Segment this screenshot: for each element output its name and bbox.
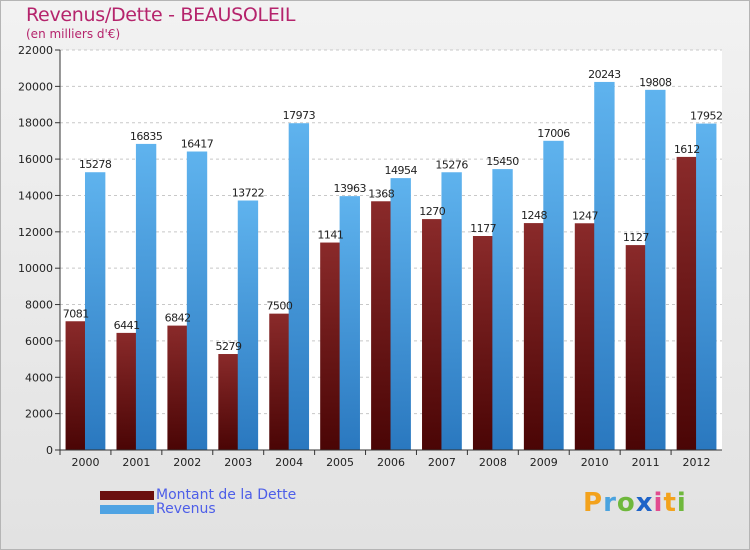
bar-revenus	[390, 178, 411, 451]
data-label-revenus: 13963	[334, 182, 367, 195]
data-label-dette: 1141	[317, 229, 343, 242]
logo-letter: i	[653, 488, 664, 518]
chart-subtitle: (en milliers d'€)	[26, 27, 121, 41]
x-tick-label: 2011	[632, 456, 660, 469]
y-tick-label: 14000	[18, 189, 53, 202]
x-tick-label: 2001	[122, 456, 150, 469]
y-tick-label: 10000	[18, 262, 53, 275]
y-tick-label: 20000	[18, 80, 53, 93]
bar-revenus	[237, 200, 259, 450]
x-tick-label: 2012	[683, 456, 711, 469]
bar-dette	[472, 236, 494, 450]
x-tick-label: 2006	[377, 456, 405, 469]
data-label-dette: 7500	[266, 300, 292, 313]
bar-dette	[422, 219, 443, 450]
bar-revenus	[135, 143, 157, 450]
y-tick-label: 22000	[18, 44, 53, 57]
data-label-dette: 1612	[674, 143, 700, 156]
y-tick-label: 2000	[25, 408, 53, 421]
bar-revenus	[288, 123, 310, 450]
legend-label-revenus: Revenus	[156, 501, 216, 517]
bar-dette	[167, 325, 188, 450]
data-label-dette: 1127	[623, 231, 649, 244]
bar-revenus	[696, 123, 717, 450]
data-label-dette: 1270	[419, 205, 445, 218]
legend-label-debt: Montant de la Dette	[156, 487, 297, 503]
x-tick-label: 2008	[479, 456, 507, 469]
chart-title: Revenus/Dette - BEAUSOLEIL	[26, 4, 296, 26]
data-label-revenus: 16835	[130, 130, 163, 143]
proxiti-logo: Proxiti	[583, 488, 687, 518]
bar-revenus	[492, 169, 513, 450]
y-tick-label: 0	[46, 444, 53, 457]
data-label-dette: 6441	[114, 319, 140, 332]
x-tick-label: 2010	[581, 456, 609, 469]
legend-swatch-revenus	[100, 505, 154, 514]
data-label-dette: 1247	[572, 209, 598, 222]
data-label-revenus: 15276	[435, 158, 468, 171]
data-label-dette: 1368	[368, 187, 394, 200]
bar-dette	[523, 223, 545, 450]
y-tick-label: 8000	[25, 299, 53, 312]
x-tick-label: 2007	[428, 456, 456, 469]
bar-dette	[269, 313, 290, 450]
x-tick-label: 2009	[530, 456, 558, 469]
y-tick-label: 12000	[18, 226, 53, 239]
data-label-dette: 7081	[63, 307, 89, 320]
data-label-dette: 1248	[521, 209, 547, 222]
logo-letter: x	[635, 488, 654, 518]
bar-dette	[574, 223, 596, 450]
data-label-revenus: 17973	[283, 109, 316, 122]
y-tick-label: 16000	[18, 153, 53, 166]
bar-revenus	[84, 172, 106, 450]
bar-revenus	[186, 151, 208, 450]
bar-dette	[116, 332, 137, 450]
bar-dette	[676, 156, 698, 450]
y-tick-label: 4000	[25, 371, 53, 384]
bar-revenus	[594, 81, 615, 450]
data-label-dette: 5279	[216, 340, 242, 353]
bar-dette	[371, 201, 392, 450]
data-label-revenus: 17952	[690, 110, 723, 123]
bar-dette	[65, 321, 86, 450]
x-tick-label: 2000	[71, 456, 99, 469]
logo-letter: t	[663, 488, 677, 518]
x-tick-label: 2003	[224, 456, 252, 469]
data-label-revenus: 19808	[639, 76, 672, 89]
data-label-revenus: 15278	[79, 158, 112, 171]
bar-revenus	[543, 140, 564, 451]
data-label-revenus: 20243	[588, 68, 621, 81]
data-label-dette: 1177	[470, 222, 496, 235]
data-label-revenus: 14954	[384, 164, 417, 177]
logo-letter: P	[583, 488, 604, 518]
data-label-revenus: 13722	[232, 187, 265, 200]
legend-swatch-debt	[100, 491, 154, 500]
y-tick-label: 18000	[18, 117, 53, 130]
y-tick-label: 6000	[25, 335, 53, 348]
x-tick-label: 2002	[173, 456, 201, 469]
logo-letter: o	[616, 488, 636, 518]
bar-revenus	[339, 196, 360, 450]
data-label-dette: 6842	[165, 312, 191, 325]
x-tick-label: 2004	[275, 456, 303, 469]
bar-revenus	[645, 89, 666, 450]
data-label-revenus: 17006	[537, 127, 570, 140]
logo-letter: i	[676, 488, 687, 518]
x-tick-label: 2005	[326, 456, 354, 469]
logo-letter: r	[603, 488, 617, 518]
bar-revenus	[441, 172, 462, 450]
bar-dette	[218, 354, 239, 450]
data-label-revenus: 15450	[486, 155, 519, 168]
data-label-revenus: 16417	[181, 138, 214, 151]
bar-dette	[320, 242, 341, 450]
bar-dette	[625, 245, 647, 450]
